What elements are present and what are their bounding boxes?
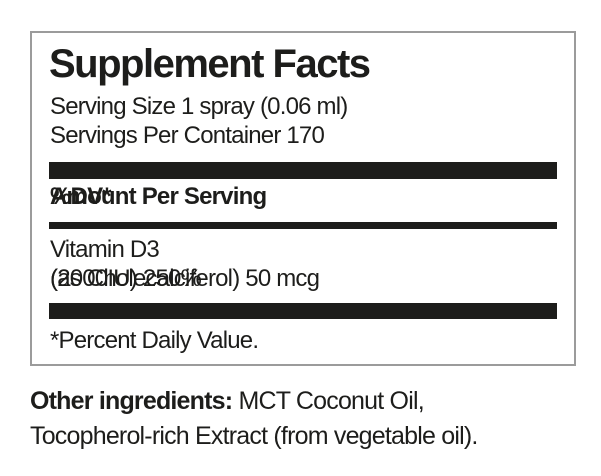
other-ingredients-line1: Other ingredients: MCT Coconut Oil,	[30, 384, 595, 419]
supplement-facts-panel: Supplement Facts Serving Size 1 spray (0…	[30, 31, 576, 366]
other-ingredients-section: Other ingredients: MCT Coconut Oil, Toco…	[30, 384, 595, 454]
other-ingredients-line1-text: MCT Coconut Oil,	[232, 387, 424, 415]
separator-bar-thick-bottom	[49, 303, 557, 319]
separator-bar-thick-top	[49, 162, 557, 179]
footnote-text: *Percent Daily Value.	[50, 327, 259, 354]
percent-dv-header-label: %DV*	[50, 183, 112, 210]
nutrient-dv-value: (2000IU) 250%	[50, 265, 202, 292]
amount-per-serving-label: Amount Per Serving	[50, 183, 267, 210]
servings-per-container-text: Servings Per Container 170	[50, 122, 325, 149]
other-ingredients-label: Other ingredients:	[30, 387, 233, 415]
separator-bar-thin	[49, 222, 557, 229]
serving-size-text: Serving Size 1 spray (0.06 ml)	[50, 93, 348, 120]
nutrient-detail: (as Cholecalciferol) 50 mcg	[50, 265, 320, 292]
panel-title: Supplement Facts	[49, 42, 371, 86]
other-ingredients-line2: Tocopherol-rich Extract (from vegetable …	[30, 422, 478, 450]
nutrient-name: Vitamin D3	[50, 236, 160, 263]
